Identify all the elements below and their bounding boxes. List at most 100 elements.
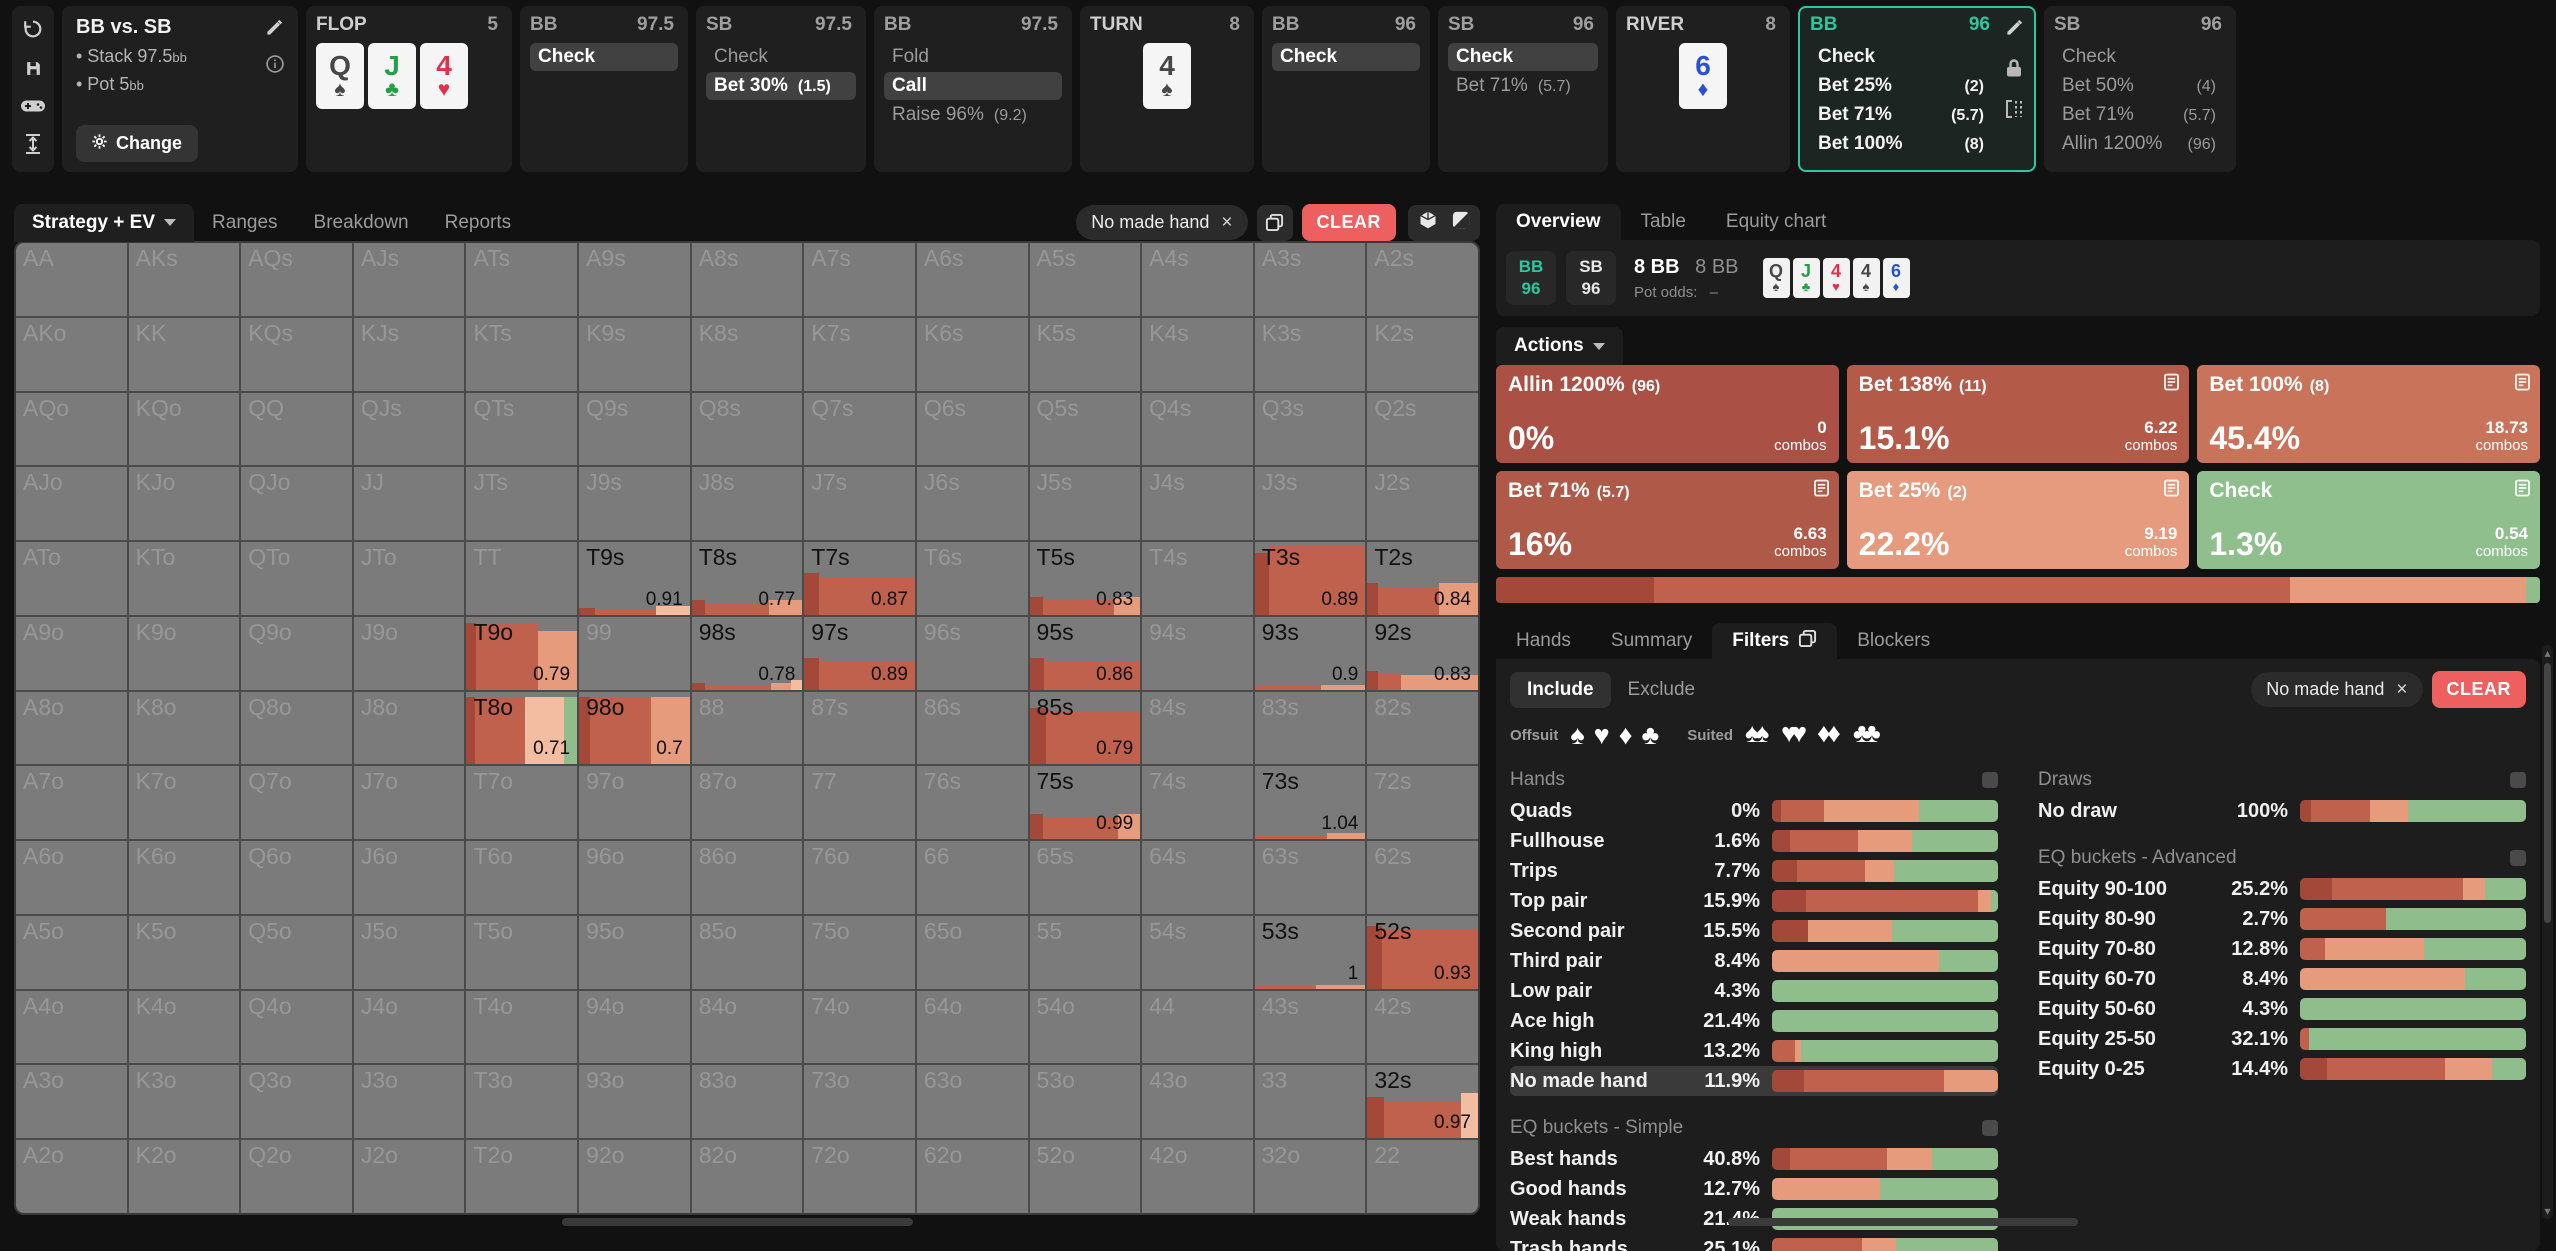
matrix-cell-A9o[interactable]: A9o	[16, 617, 127, 690]
report-icon[interactable]	[2164, 479, 2179, 502]
save-icon[interactable]	[24, 59, 43, 83]
tab-blockers[interactable]: Blockers	[1837, 623, 1950, 659]
section-checkbox[interactable]	[1982, 1120, 1998, 1136]
matrix-cell-Q6s[interactable]: Q6s	[917, 393, 1028, 466]
action-row[interactable]: Check	[1272, 43, 1420, 71]
matrix-cell-A2s[interactable]: A2s	[1367, 243, 1478, 316]
matrix-cell-T5o[interactable]: T5o	[466, 916, 577, 989]
matrix-cell-K4s[interactable]: K4s	[1142, 318, 1253, 391]
matrix-cell-Q5s[interactable]: Q5s	[1030, 393, 1141, 466]
matrix-cell-62s[interactable]: 62s	[1367, 841, 1478, 914]
suit-spade-button[interactable]: ♠	[1570, 722, 1584, 749]
matrix-cell-Q7s[interactable]: Q7s	[804, 393, 915, 466]
matrix-cell-63s[interactable]: 63s	[1255, 841, 1366, 914]
matrix-cell-K9o[interactable]: K9o	[129, 617, 240, 690]
matrix-cell-83s[interactable]: 83s	[1255, 692, 1366, 765]
matrix-cell-QTs[interactable]: QTs	[466, 393, 577, 466]
matrix-cell-63o[interactable]: 63o	[917, 1065, 1028, 1138]
report-icon[interactable]	[2515, 373, 2530, 396]
action-row[interactable]: Bet 71%(5.7)	[1448, 72, 1598, 100]
scroll-up-icon[interactable]: ▴	[2544, 647, 2550, 659]
matrix-cell-K6s[interactable]: K6s	[917, 318, 1028, 391]
panel-hscrollbar-thumb[interactable]	[1728, 1218, 2078, 1226]
tab-equity-chart[interactable]: Equity chart	[1706, 204, 1846, 240]
matrix-cell-22[interactable]: 22	[1367, 1140, 1478, 1213]
matrix-cell-65s[interactable]: 65s	[1030, 841, 1141, 914]
gamepad-icon[interactable]	[21, 97, 45, 119]
action-row[interactable]: Bet 138%(11)	[1810, 159, 1994, 164]
matrix-cell-42o[interactable]: 42o	[1142, 1140, 1253, 1213]
matrix-cell-Q8o[interactable]: Q8o	[241, 692, 352, 765]
suited-diamond-button[interactable]: ♦♦	[1817, 720, 1851, 750]
matrix-cell-74s[interactable]: 74s	[1142, 766, 1253, 839]
matrix-cell-T6s[interactable]: T6s	[917, 542, 1028, 615]
matrix-cell-AKs[interactable]: AKs	[129, 243, 240, 316]
clear-filter-button[interactable]: CLEAR	[1302, 204, 1397, 241]
matrix-cell-K8o[interactable]: K8o	[129, 692, 240, 765]
scroll-down-icon[interactable]: ▾	[2544, 1205, 2550, 1217]
matrix-hscrollbar-thumb[interactable]	[562, 1218, 913, 1226]
matrix-cell-J7s[interactable]: J7s	[804, 467, 915, 540]
action-row[interactable]: Allin 1200%(96)	[2054, 130, 2226, 158]
matrix-cell-QJo[interactable]: QJo	[241, 467, 352, 540]
action-row[interactable]: Bet 71%(5.7)	[1810, 101, 1994, 129]
matrix-cell-99[interactable]: 99	[579, 617, 690, 690]
tab-ranges[interactable]: Ranges	[194, 204, 296, 242]
tab-hands[interactable]: Hands	[1496, 623, 1591, 659]
actions-dropdown[interactable]: Actions	[1496, 327, 1623, 365]
matrix-cell-Q7o[interactable]: Q7o	[241, 766, 352, 839]
matrix-cell-QQ[interactable]: QQ	[241, 393, 352, 466]
matrix-cell-T3o[interactable]: T3o	[466, 1065, 577, 1138]
matrix-cell-J3o[interactable]: J3o	[354, 1065, 465, 1138]
suit-club-button[interactable]: ♣	[1641, 722, 1659, 749]
matrix-cell-32o[interactable]: 32o	[1255, 1140, 1366, 1213]
matrix-cell-52o[interactable]: 52o	[1030, 1140, 1141, 1213]
copy-icon[interactable]	[1798, 629, 1817, 654]
tab-table[interactable]: Table	[1621, 204, 1706, 240]
matrix-cell-93o[interactable]: 93o	[579, 1065, 690, 1138]
lock-icon[interactable]	[2005, 58, 2023, 83]
matrix-cell-86o[interactable]: 86o	[692, 841, 803, 914]
matrix-cell-J2o[interactable]: J2o	[354, 1140, 465, 1213]
matrix-cell-J8o[interactable]: J8o	[354, 692, 465, 765]
section-checkbox[interactable]	[2510, 772, 2526, 788]
matrix-cell-88[interactable]: 88	[692, 692, 803, 765]
matrix-cell-A4s[interactable]: A4s	[1142, 243, 1253, 316]
action-row[interactable]: Raise 96%(9.2)	[884, 101, 1062, 129]
matrix-cell-75o[interactable]: 75o	[804, 916, 915, 989]
matrix-cell-T4o[interactable]: T4o	[466, 991, 577, 1064]
matrix-cell-K9s[interactable]: K9s	[579, 318, 690, 391]
section-checkbox[interactable]	[1982, 772, 1998, 788]
matrix-cell-54o[interactable]: 54o	[1030, 991, 1141, 1064]
matrix-cell-72s[interactable]: 72s	[1367, 766, 1478, 839]
report-icon[interactable]	[2515, 479, 2530, 502]
action-row[interactable]: Check	[530, 43, 678, 71]
suited-spade-button[interactable]: ♠♠	[1745, 720, 1779, 750]
tab-reports[interactable]: Reports	[427, 204, 530, 242]
matrix-cell-64o[interactable]: 64o	[917, 991, 1028, 1064]
matrix-cell-J5s[interactable]: J5s	[1030, 467, 1141, 540]
matrix-cell-J4s[interactable]: J4s	[1142, 467, 1253, 540]
matrix-cell-92o[interactable]: 92o	[579, 1140, 690, 1213]
matrix-cell-A5s[interactable]: A5s	[1030, 243, 1141, 316]
